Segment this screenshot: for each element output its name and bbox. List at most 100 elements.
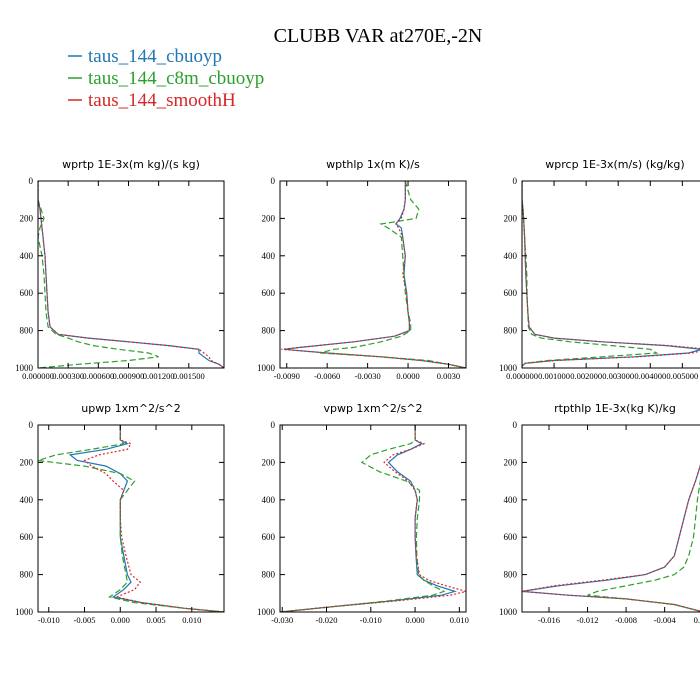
plot-frame bbox=[521, 180, 700, 369]
x-tick-label: 0.000000 bbox=[22, 371, 54, 381]
chart-panel: wpthlp 1x(m K)/s 0 200 400 600 800 1000-0.0090… bbox=[257, 158, 467, 381]
y-tick-label: 200 bbox=[262, 213, 276, 223]
series-line bbox=[68, 425, 224, 612]
series-line bbox=[38, 425, 224, 612]
series-group bbox=[38, 425, 224, 612]
legend-item-smoothh: taus_144_smoothH bbox=[68, 90, 236, 111]
panel-title: wprcp 1E-3x(m/s) (kg/kg) bbox=[545, 158, 684, 171]
chart-panel: wprcp 1E-3x(m/s) (kg/kg) 0 200 400 600 800 100… bbox=[499, 158, 700, 381]
chart-panel: vpwp 1xm^2/s^2 0 200 400 600 800 1000-0.030 -0.… bbox=[257, 402, 469, 625]
legend-label: taus_144_smoothH bbox=[88, 90, 236, 111]
y-tick-label: 0 bbox=[29, 420, 34, 430]
chart-panel: rtpthlp 1E-3x(kg K)/kg 0 200 400 600 800 1000 -… bbox=[499, 402, 700, 625]
y-tick-label: 400 bbox=[20, 251, 34, 261]
x-tick-label: 0.000 bbox=[111, 615, 130, 625]
chart-panel: wprtp 1E-3x(m kg)/(s kg) 0 200 400 600 800 100… bbox=[15, 158, 225, 381]
x-tick-label: 0.005000 bbox=[666, 371, 698, 381]
plot-frame bbox=[37, 424, 225, 613]
x-tick-label: -0.016 bbox=[538, 615, 560, 625]
x-tick-label: 0.001200 bbox=[143, 371, 175, 381]
y-tick-label: 800 bbox=[504, 570, 518, 580]
series-group bbox=[280, 425, 466, 612]
legend-label: taus_144_cbuoyp bbox=[88, 46, 222, 67]
chart-panel: upwp 1xm^2/s^2 0 200 400 600 800 1000 -0.010 -0.… bbox=[15, 402, 225, 625]
series-group bbox=[38, 181, 224, 368]
y-tick-label: 0 bbox=[513, 176, 518, 186]
x-tick-label: -0.020 bbox=[316, 615, 338, 625]
y-tick-label: 0 bbox=[513, 420, 518, 430]
y-tick-label: 400 bbox=[262, 495, 276, 505]
y-tick-label: 600 bbox=[262, 532, 276, 542]
legend-label: taus_144_c8m_cbuoyp bbox=[88, 68, 264, 89]
series-line bbox=[280, 425, 466, 612]
panel-title: rtpthlp 1E-3x(kg K)/kg bbox=[554, 402, 676, 415]
y-tick-label: 800 bbox=[262, 570, 276, 580]
plot-frame bbox=[279, 424, 467, 613]
legend: taus_144_cbuoyp taus_144_c8m_cbuoyp taus… bbox=[68, 46, 264, 111]
x-tick-label: 0.005 bbox=[146, 615, 165, 625]
series-line bbox=[522, 181, 700, 368]
y-tick-label: 200 bbox=[20, 213, 34, 223]
panel-title: vpwp 1xm^2/s^2 bbox=[323, 402, 422, 415]
series-line bbox=[83, 425, 224, 612]
y-tick-label: 1000 bbox=[15, 363, 34, 373]
series-group bbox=[522, 464, 700, 612]
x-tick-label: -0.010 bbox=[360, 615, 382, 625]
x-tick-label: -0.0030 bbox=[354, 371, 380, 381]
y-tick-label: 400 bbox=[504, 495, 518, 505]
series-group bbox=[281, 181, 466, 368]
x-tick-label: 0.001500 bbox=[173, 371, 205, 381]
plot-frame bbox=[37, 180, 225, 369]
y-tick-label: 1000 bbox=[499, 363, 518, 373]
x-tick-label: 0.0030 bbox=[437, 371, 460, 381]
x-tick-label: 0.010 bbox=[182, 615, 201, 625]
figure-title: CLUBB VAR at270E,-2N bbox=[274, 25, 483, 47]
series-line bbox=[283, 181, 466, 368]
x-tick-label: -0.008 bbox=[615, 615, 637, 625]
y-tick-label: 600 bbox=[20, 532, 34, 542]
y-tick-label: 400 bbox=[20, 495, 34, 505]
x-tick-label: 0.000900 bbox=[113, 371, 145, 381]
x-tick-label: 0.010 bbox=[450, 615, 469, 625]
x-tick-label: 0.002000 bbox=[570, 371, 602, 381]
series-line bbox=[280, 425, 457, 612]
x-tick-label: 0.003000 bbox=[602, 371, 634, 381]
x-tick-label: 0.000 bbox=[694, 615, 700, 625]
x-tick-label: -0.0090 bbox=[274, 371, 300, 381]
series-line bbox=[522, 181, 659, 368]
y-tick-label: 0 bbox=[271, 420, 276, 430]
y-tick-label: 200 bbox=[504, 213, 518, 223]
panel-title: upwp 1xm^2/s^2 bbox=[81, 402, 181, 415]
y-tick-label: 400 bbox=[504, 251, 518, 261]
x-tick-label: -0.004 bbox=[654, 615, 677, 625]
panel-title: wprtp 1E-3x(m kg)/(s kg) bbox=[62, 158, 200, 171]
x-tick-label: 0.000000 bbox=[506, 371, 538, 381]
y-tick-label: 0 bbox=[29, 176, 34, 186]
series-line bbox=[280, 425, 446, 612]
series-line bbox=[522, 464, 700, 612]
y-tick-label: 600 bbox=[504, 532, 518, 542]
x-tick-label: -0.012 bbox=[577, 615, 599, 625]
y-tick-label: 1000 bbox=[15, 607, 34, 617]
y-tick-label: 800 bbox=[504, 326, 518, 336]
y-tick-label: 1000 bbox=[499, 607, 518, 617]
y-tick-label: 600 bbox=[20, 288, 34, 298]
series-line bbox=[281, 181, 466, 368]
y-tick-label: 1000 bbox=[257, 607, 276, 617]
x-tick-label: -0.030 bbox=[271, 615, 293, 625]
x-tick-label: -0.005 bbox=[74, 615, 96, 625]
series-line bbox=[38, 181, 224, 368]
y-tick-label: 200 bbox=[262, 457, 276, 467]
plot-frame bbox=[279, 180, 467, 369]
plot-frame bbox=[521, 424, 700, 613]
y-tick-label: 600 bbox=[504, 288, 518, 298]
series-line bbox=[522, 181, 700, 368]
x-tick-label: 0.004000 bbox=[634, 371, 666, 381]
y-tick-label: 1000 bbox=[257, 363, 276, 373]
series-line bbox=[38, 181, 224, 368]
series-line bbox=[38, 181, 159, 368]
x-tick-label: 0.000300 bbox=[52, 371, 84, 381]
y-tick-label: 400 bbox=[262, 251, 276, 261]
